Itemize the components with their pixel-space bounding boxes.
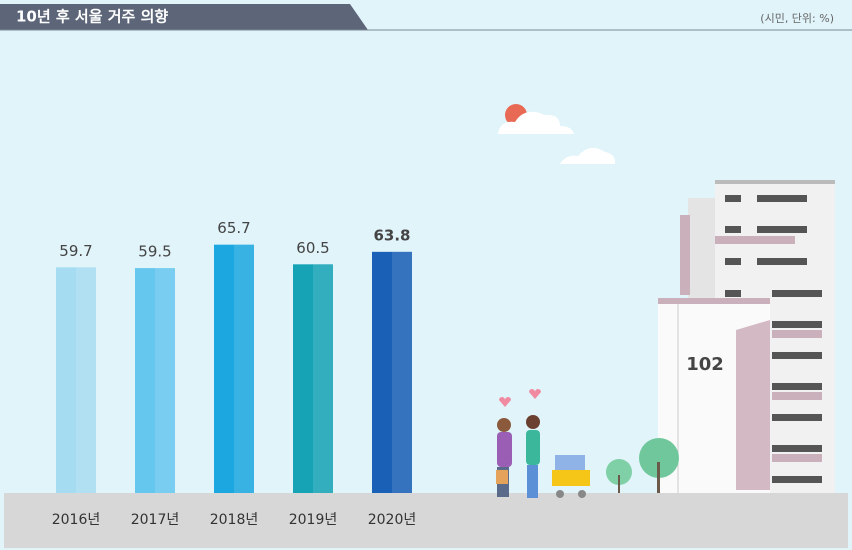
- unit-note: (시민, 단위: %): [760, 12, 834, 25]
- building-number: 102: [686, 354, 724, 375]
- bar: [214, 244, 254, 493]
- x-tick-label: 2016년: [52, 512, 101, 528]
- title-banner: [0, 4, 368, 30]
- bar: [56, 267, 96, 493]
- bar: [372, 251, 412, 493]
- value-label: 59.7: [59, 242, 92, 260]
- bar-highlight: [234, 244, 254, 493]
- x-tick-label: 2018년: [210, 512, 259, 528]
- scenery: [496, 104, 835, 498]
- ground: [4, 493, 848, 548]
- bar-highlight: [313, 264, 333, 493]
- bar-highlight: [392, 251, 412, 493]
- bar-highlight: [155, 268, 175, 493]
- bar: [135, 268, 175, 493]
- x-tick-label: 2020년: [368, 512, 417, 528]
- chart-title: 10년 후 서울 거주 의향: [16, 8, 168, 26]
- value-label: 59.5: [138, 243, 171, 261]
- value-label: 60.5: [296, 239, 329, 257]
- x-tick-label: 2017년: [131, 512, 180, 528]
- value-label: 63.8: [373, 226, 410, 244]
- bar-highlight: [76, 267, 96, 493]
- value-label: 65.7: [217, 219, 250, 237]
- bar: [293, 264, 333, 493]
- x-tick-label: 2019년: [289, 512, 338, 528]
